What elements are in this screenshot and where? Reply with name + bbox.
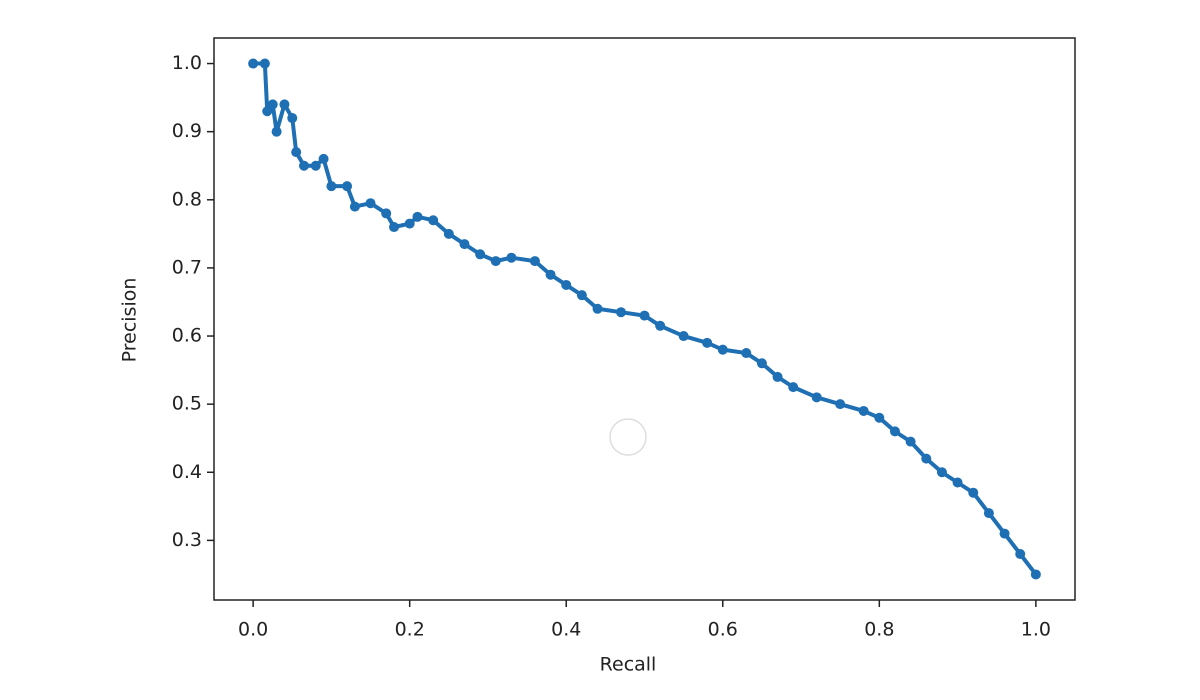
point [490, 256, 501, 267]
point [271, 126, 282, 137]
point [952, 477, 963, 488]
point [1015, 549, 1026, 560]
point [921, 453, 932, 464]
point [717, 344, 728, 355]
point [506, 252, 517, 263]
y-tick-label: 0.6 [172, 325, 202, 347]
point [639, 310, 650, 321]
x-axis-label: Recall [600, 654, 657, 676]
x-tick-label: 0.6 [708, 619, 738, 641]
point [529, 256, 540, 267]
point [811, 392, 822, 403]
x-tick-label: 0.2 [395, 619, 425, 641]
x-tick-label: 0.8 [864, 619, 894, 641]
point [741, 348, 752, 359]
point [874, 412, 885, 423]
point [259, 58, 270, 69]
point [262, 106, 273, 117]
point [756, 358, 767, 369]
point [381, 208, 392, 219]
point [1030, 569, 1041, 580]
y-tick-label: 0.4 [172, 461, 202, 483]
point [342, 181, 353, 192]
point [788, 382, 799, 393]
x-tick-label: 0.4 [551, 619, 581, 641]
point [999, 528, 1010, 539]
point [616, 307, 627, 318]
point [576, 290, 587, 301]
y-tick-label: 1.0 [172, 52, 202, 74]
point [968, 487, 979, 498]
point [318, 153, 329, 164]
point [389, 222, 400, 233]
point [858, 405, 869, 416]
point [267, 99, 278, 110]
point [443, 228, 454, 239]
y-tick-label: 0.8 [172, 188, 202, 210]
point [404, 218, 415, 229]
y-tick-label: 0.5 [172, 393, 202, 415]
point [291, 147, 302, 158]
point [592, 303, 603, 314]
y-axis-label: Precision [119, 278, 141, 363]
plot-frame [213, 37, 1076, 601]
point [248, 58, 259, 69]
point [983, 508, 994, 519]
point [412, 211, 423, 222]
point [889, 426, 900, 437]
x-tick-label: 0.0 [238, 619, 268, 641]
point [561, 279, 572, 290]
point [459, 239, 470, 250]
point [428, 215, 439, 226]
x-tick-label: 1.0 [1021, 619, 1051, 641]
point [279, 99, 290, 110]
point [655, 320, 666, 331]
point [905, 436, 916, 447]
y-tick-label: 0.3 [172, 529, 202, 551]
point [936, 467, 947, 478]
point [287, 113, 298, 124]
point [349, 201, 360, 212]
point [310, 160, 321, 171]
point [772, 371, 783, 382]
y-tick-label: 0.9 [172, 120, 202, 142]
point [702, 337, 713, 348]
y-tick-label: 0.7 [172, 256, 202, 278]
point [835, 399, 846, 410]
point [475, 249, 486, 260]
point [299, 160, 310, 171]
point [365, 198, 376, 209]
point [678, 331, 689, 342]
point [326, 181, 337, 192]
cursor [609, 418, 647, 456]
point [545, 269, 556, 280]
